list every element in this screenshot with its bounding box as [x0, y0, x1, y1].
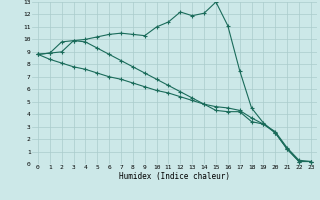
X-axis label: Humidex (Indice chaleur): Humidex (Indice chaleur): [119, 172, 230, 181]
